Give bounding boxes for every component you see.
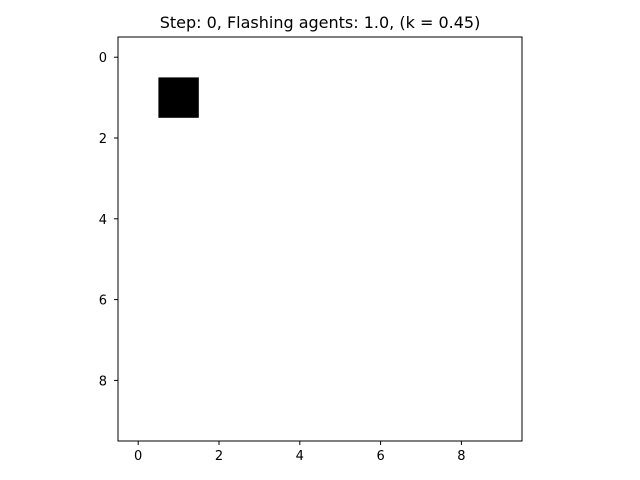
chart-title: Step: 0, Flashing agents: 1.0, (k = 0.45…	[160, 13, 481, 32]
y-tick-label: 2	[99, 132, 107, 147]
x-tick-label: 6	[376, 449, 384, 464]
plot-frame	[117, 36, 523, 442]
x-axis: 0 2 4 6 8	[134, 441, 466, 464]
x-tick-label: 8	[457, 449, 465, 464]
y-tick-label: 6	[99, 294, 107, 309]
x-tick-label: 4	[296, 449, 304, 464]
x-tick-label: 0	[134, 449, 142, 464]
plot-area	[117, 36, 523, 442]
y-tick-label: 8	[99, 374, 107, 389]
y-tick-label: 4	[99, 213, 107, 228]
y-axis: 0 2 4 6 8	[99, 51, 118, 389]
heatmap-cell	[158, 77, 199, 118]
cells-layer	[158, 77, 199, 118]
x-tick-label: 2	[215, 449, 223, 464]
y-tick-label: 0	[99, 51, 107, 66]
